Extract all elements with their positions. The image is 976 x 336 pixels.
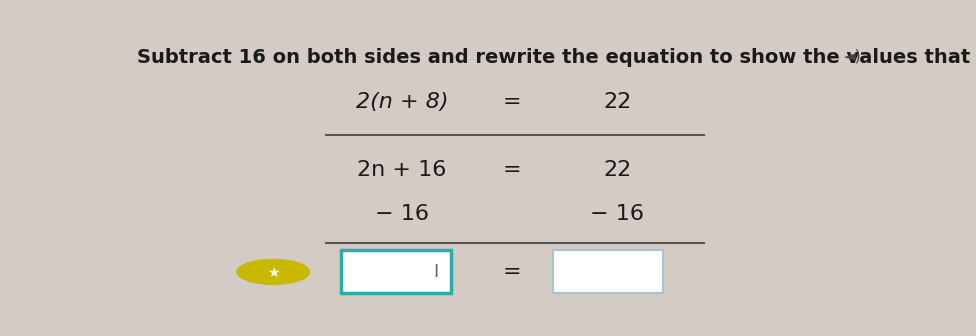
Text: =: = xyxy=(503,92,521,113)
Text: =: = xyxy=(503,160,521,180)
Text: ◄): ◄) xyxy=(844,48,862,63)
Text: Subtract 16 on both sides and rewrite the equation to show the values that remai: Subtract 16 on both sides and rewrite th… xyxy=(137,48,976,67)
FancyBboxPatch shape xyxy=(553,250,663,293)
Text: 2n + 16: 2n + 16 xyxy=(357,160,447,180)
Text: 2(n + 8): 2(n + 8) xyxy=(355,92,448,113)
Text: 22: 22 xyxy=(603,160,631,180)
Text: ★: ★ xyxy=(267,266,279,280)
Text: I: I xyxy=(433,263,438,281)
Circle shape xyxy=(237,259,309,284)
FancyBboxPatch shape xyxy=(342,250,451,293)
Text: =: = xyxy=(503,262,521,282)
Text: − 16: − 16 xyxy=(590,204,644,224)
Text: 22: 22 xyxy=(603,92,631,113)
Text: − 16: − 16 xyxy=(375,204,428,224)
